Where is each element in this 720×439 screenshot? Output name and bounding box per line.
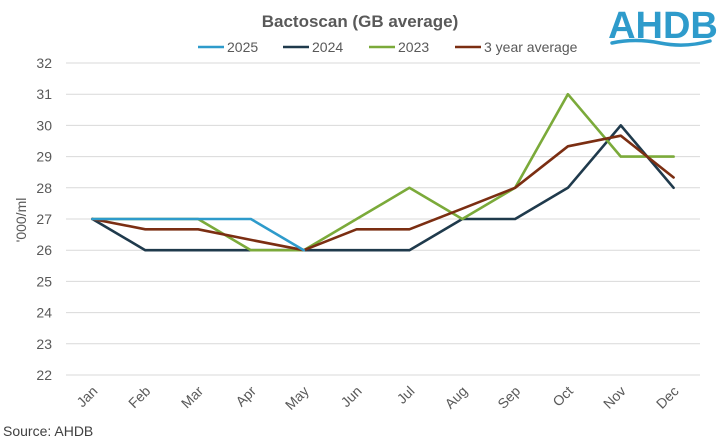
chart-title: Bactoscan (GB average) <box>262 12 459 31</box>
y-tick-label: 27 <box>36 211 52 227</box>
legend-label: 2025 <box>227 39 258 55</box>
y-tick-label: 26 <box>36 242 52 258</box>
y-tick-label: 24 <box>36 305 52 321</box>
source-note: Source: AHDB <box>3 423 93 439</box>
y-axis-label: '000/ml <box>13 198 29 243</box>
x-tick-labels: Jan Feb Mar Apr May Jun Jul Aug Sep Oct Nov Dec <box>73 383 681 413</box>
series-line-2024 <box>91 124 675 252</box>
x-tick-label: Apr <box>232 383 259 410</box>
legend-label: 2024 <box>312 39 343 55</box>
y-tick-label: 23 <box>36 336 52 352</box>
y-tick-label: 29 <box>36 149 52 165</box>
series-lines <box>91 92 675 252</box>
x-tick-label: Oct <box>549 383 576 410</box>
x-tick-label: Aug <box>441 383 470 412</box>
ahdb-logo: AHDB <box>608 5 718 47</box>
x-tick-label: May <box>282 383 312 413</box>
x-tick-label: Jan <box>73 383 100 410</box>
y-tick-label: 32 <box>36 55 52 71</box>
y-tick-label: 22 <box>36 367 52 383</box>
legend-label: 3 year average <box>484 39 578 55</box>
series-line-3-year-average <box>91 134 675 252</box>
logo-wave-icon <box>610 38 712 47</box>
x-tick-label: Nov <box>600 383 629 412</box>
x-tick-label: Jun <box>337 383 364 410</box>
y-tick-label: 28 <box>36 180 52 196</box>
series-line-2023 <box>91 92 675 252</box>
y-tick-label: 30 <box>36 117 52 133</box>
x-tick-label: Dec <box>653 383 682 412</box>
legend-label: 2023 <box>398 39 429 55</box>
y-tick-labels: 22 23 24 25 26 27 28 29 30 31 32 <box>36 55 52 383</box>
x-tick-label: Feb <box>125 383 154 412</box>
legend: 2025 2024 2023 3 year average <box>198 39 578 55</box>
x-tick-label: Jul <box>394 383 418 407</box>
x-tick-label: Sep <box>494 383 523 412</box>
x-tick-label: Mar <box>178 383 207 412</box>
series-line-2025 <box>91 217 306 252</box>
y-tick-label: 31 <box>36 86 52 102</box>
y-tick-label: 25 <box>36 273 52 289</box>
